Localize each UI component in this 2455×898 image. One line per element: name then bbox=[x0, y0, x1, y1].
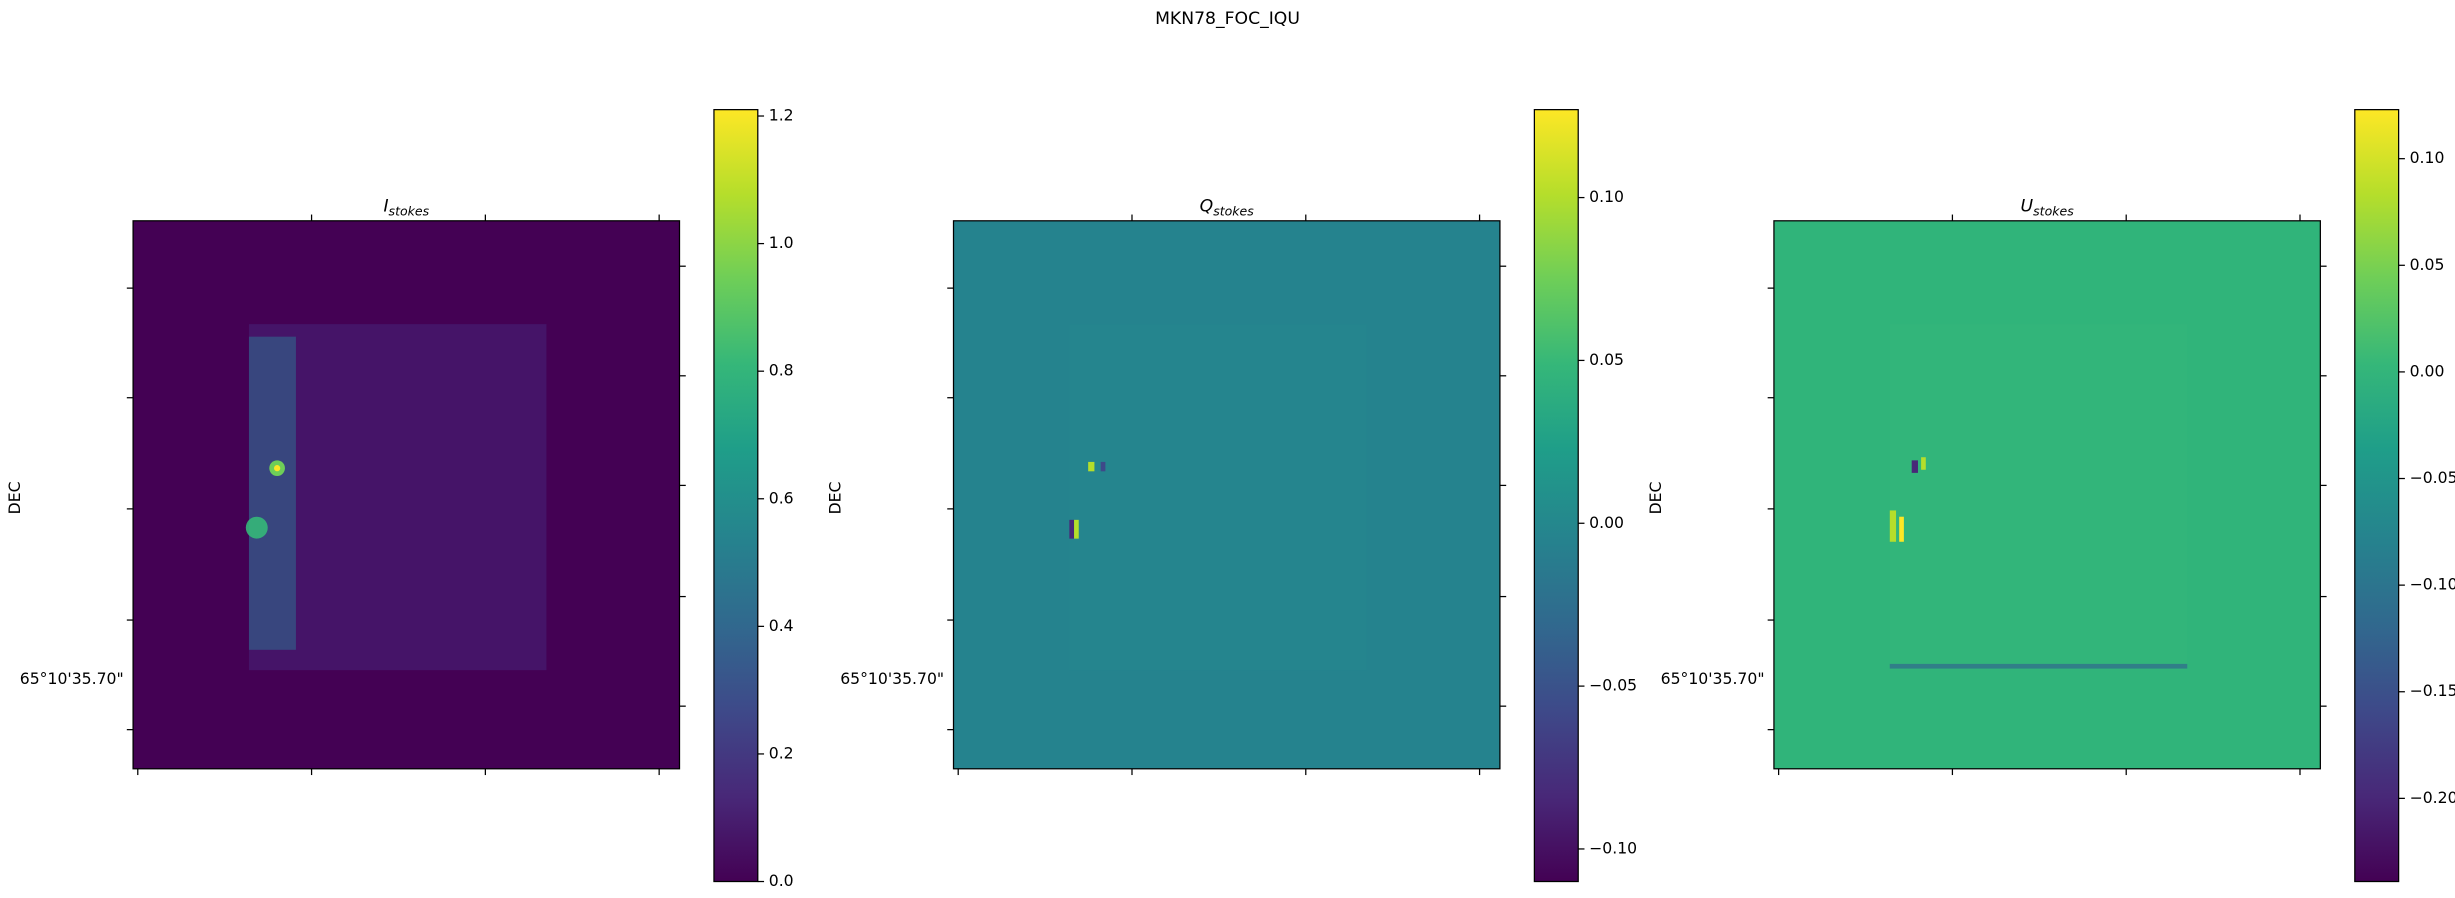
bright-spot bbox=[245, 516, 268, 539]
bright-region bbox=[248, 336, 296, 650]
spot bbox=[1889, 510, 1897, 542]
title-sub: stokes bbox=[1213, 203, 1254, 218]
image-frame bbox=[132, 220, 681, 770]
colorbar-tick-label: −0.20 bbox=[2410, 788, 2455, 807]
colorbar bbox=[1533, 109, 1579, 883]
y-tick-label: 65°10'35.70" bbox=[1661, 669, 1765, 688]
image-frame bbox=[1773, 220, 2321, 770]
panel-title: Istokes bbox=[383, 197, 429, 218]
colorbar-tick-label: 0.10 bbox=[2410, 148, 2445, 167]
panel-title: Qstokes bbox=[1200, 197, 1255, 218]
title-main: I bbox=[383, 197, 388, 217]
image-data-region bbox=[1889, 324, 2188, 671]
spot bbox=[1921, 457, 1926, 470]
colorbar-tick-label: 0.10 bbox=[1589, 187, 1624, 206]
colorbar-tick-label: −0.05 bbox=[1589, 676, 1637, 695]
colorbar-tick-label: −0.15 bbox=[2410, 681, 2455, 700]
image-data-region bbox=[1069, 324, 1367, 671]
colorbar-tick-label: 0.2 bbox=[769, 743, 794, 762]
colorbar-tick-label: 0.05 bbox=[1589, 350, 1624, 369]
edge bbox=[1889, 663, 2188, 669]
colorbar-tick-label: 0.0 bbox=[769, 871, 794, 890]
y-tick-label: 65°10'35.70" bbox=[20, 669, 124, 688]
spot bbox=[1088, 461, 1095, 472]
panel-title: Ustokes bbox=[2021, 197, 2075, 218]
colorbar-tick-label: −0.10 bbox=[1589, 838, 1637, 857]
colorbar-tick-label: 0.4 bbox=[769, 616, 794, 635]
colorbar-tick-label: −0.05 bbox=[2410, 468, 2455, 487]
y-label: DEC bbox=[5, 481, 24, 514]
colorbar bbox=[713, 109, 759, 883]
bright-spot bbox=[273, 465, 281, 472]
title-sub: stokes bbox=[389, 203, 430, 218]
image-data-region bbox=[248, 324, 547, 671]
title-main: Q bbox=[1200, 197, 1214, 217]
colorbar-tick-label: −0.10 bbox=[2410, 575, 2455, 594]
spot bbox=[1069, 519, 1075, 539]
colorbar-tick-label: 0.00 bbox=[1589, 513, 1624, 532]
y-label: DEC bbox=[1646, 481, 1665, 514]
image-frame bbox=[952, 220, 1501, 770]
colorbar-tick-label: 0.6 bbox=[769, 488, 794, 507]
colorbar-tick-label: 0.00 bbox=[2410, 361, 2445, 380]
colorbar bbox=[2354, 109, 2400, 883]
spot bbox=[1100, 461, 1106, 472]
y-label: DEC bbox=[826, 481, 845, 514]
spot bbox=[1074, 519, 1079, 539]
colorbar-tick-label: 1.0 bbox=[769, 233, 794, 252]
spot bbox=[1899, 516, 1904, 542]
spot bbox=[1911, 460, 1918, 473]
figure-title: MKN78_FOC_IQU bbox=[1155, 9, 1300, 29]
y-tick-label: 65°10'35.70" bbox=[840, 669, 944, 688]
title-sub: stokes bbox=[2033, 203, 2074, 218]
colorbar-tick-label: 0.05 bbox=[2410, 255, 2445, 274]
colorbar-tick-label: 1.2 bbox=[769, 106, 794, 125]
colorbar-tick-label: 0.8 bbox=[769, 361, 794, 380]
title-main: U bbox=[2021, 197, 2034, 217]
